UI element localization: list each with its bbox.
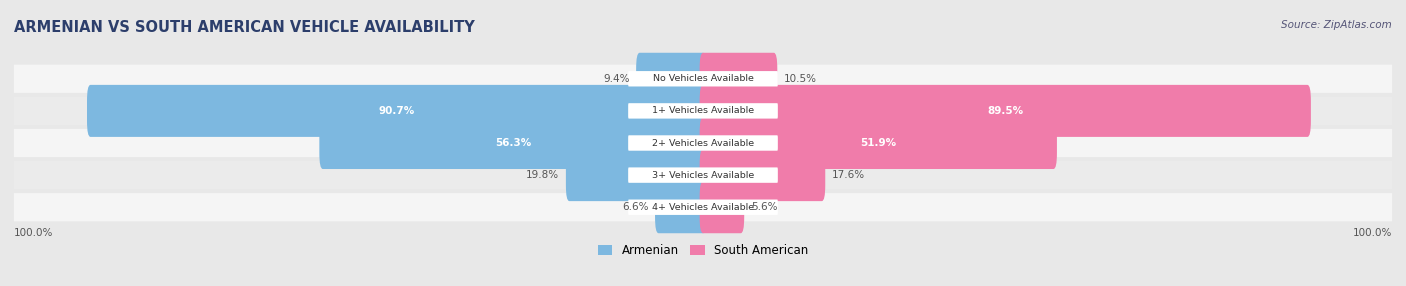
FancyBboxPatch shape [628,200,778,215]
Text: 17.6%: 17.6% [832,170,865,180]
FancyBboxPatch shape [14,193,1392,221]
FancyBboxPatch shape [700,53,778,105]
Text: 10.5%: 10.5% [785,74,817,84]
FancyBboxPatch shape [700,181,744,233]
FancyBboxPatch shape [628,135,778,151]
FancyBboxPatch shape [636,53,706,105]
FancyBboxPatch shape [87,85,706,137]
Text: 90.7%: 90.7% [378,106,415,116]
FancyBboxPatch shape [700,117,1057,169]
FancyBboxPatch shape [628,103,778,119]
Text: 6.6%: 6.6% [621,202,648,212]
Text: 89.5%: 89.5% [987,106,1024,116]
Text: 100.0%: 100.0% [1353,228,1392,238]
Text: ARMENIAN VS SOUTH AMERICAN VEHICLE AVAILABILITY: ARMENIAN VS SOUTH AMERICAN VEHICLE AVAIL… [14,20,475,35]
FancyBboxPatch shape [628,71,778,86]
FancyBboxPatch shape [14,97,1392,125]
FancyBboxPatch shape [655,181,706,233]
Text: 4+ Vehicles Available: 4+ Vehicles Available [652,203,754,212]
FancyBboxPatch shape [14,65,1392,93]
Text: 100.0%: 100.0% [14,228,53,238]
FancyBboxPatch shape [700,85,1310,137]
FancyBboxPatch shape [14,129,1392,157]
FancyBboxPatch shape [319,117,706,169]
Text: 5.6%: 5.6% [751,202,778,212]
FancyBboxPatch shape [628,167,778,183]
Text: 1+ Vehicles Available: 1+ Vehicles Available [652,106,754,115]
Text: 3+ Vehicles Available: 3+ Vehicles Available [652,171,754,180]
Text: No Vehicles Available: No Vehicles Available [652,74,754,83]
Text: 51.9%: 51.9% [860,138,897,148]
Text: 56.3%: 56.3% [495,138,531,148]
Text: 2+ Vehicles Available: 2+ Vehicles Available [652,138,754,148]
FancyBboxPatch shape [700,149,825,201]
Legend: Armenian, South American: Armenian, South American [593,239,813,262]
FancyBboxPatch shape [565,149,706,201]
FancyBboxPatch shape [14,161,1392,189]
Text: 9.4%: 9.4% [603,74,630,84]
Text: Source: ZipAtlas.com: Source: ZipAtlas.com [1281,20,1392,30]
Text: 19.8%: 19.8% [526,170,560,180]
